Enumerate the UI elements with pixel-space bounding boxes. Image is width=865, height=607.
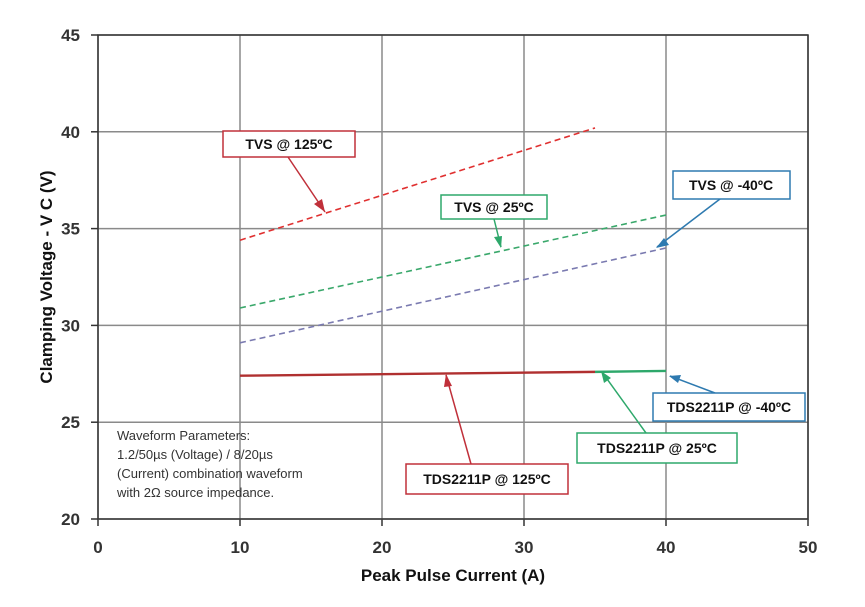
series-line-5	[594, 369, 667, 374]
callout-label: TDS2211P @ 125ºC	[423, 471, 550, 487]
y-tick-label: 25	[61, 413, 80, 432]
arrowhead-icon	[314, 199, 325, 212]
note-line-3: (Current) combination waveform	[117, 466, 303, 481]
callout-box	[405, 463, 569, 495]
y-tick-label: 20	[61, 510, 80, 529]
x-axis-title: Peak Pulse Current (A)	[361, 566, 545, 585]
callouts: TVS @ 125ºC TVS @ 25ºC TVS @ -40ºC	[222, 130, 806, 495]
x-tick-label: 30	[515, 538, 534, 557]
callout-arrow	[601, 371, 647, 434]
callout-label: TVS @ -40ºC	[689, 177, 773, 193]
tick-labels: 0 10 20 30 40 50 20 25 30 35 40 45	[61, 26, 817, 557]
note-line-4: with 2Ω source impedance.	[116, 485, 274, 500]
y-tick-label: 35	[61, 220, 80, 239]
callout-arrow	[445, 374, 472, 465]
callout-tds-m40: TDS2211P @ -40ºC	[652, 375, 806, 422]
y-axis-title: Clamping Voltage - V C (V)	[37, 170, 56, 383]
callout-arrow	[656, 198, 721, 248]
callout-tvs-125: TVS @ 125ºC	[222, 130, 356, 213]
note-line-2: 1.2/50µs (Voltage) / 8/20µs	[117, 447, 273, 462]
y-tick-label: 40	[61, 123, 80, 142]
callout-tvs-m40: TVS @ -40ºC	[656, 170, 791, 248]
y-tick-label: 30	[61, 316, 80, 335]
x-tick-label: 20	[373, 538, 392, 557]
callout-label: TDS2211P @ 25ºC	[597, 440, 717, 456]
arrowhead-icon	[669, 375, 681, 383]
callout-label: TVS @ 25ºC	[454, 199, 533, 215]
x-tick-label: 40	[657, 538, 676, 557]
plot-frame	[97, 34, 809, 520]
series	[239, 127, 667, 377]
callout-box	[652, 392, 806, 422]
callout-label: TVS @ 125ºC	[245, 136, 332, 152]
y-tick-label: 45	[61, 26, 80, 45]
series-line-3	[239, 247, 667, 344]
x-tick-label: 10	[231, 538, 250, 557]
callout-box	[576, 432, 738, 464]
x-tick-label: 0	[93, 538, 102, 557]
callout-box	[672, 170, 791, 200]
callout-tds-25: TDS2211P @ 25ºC	[576, 371, 738, 464]
series-line-4	[239, 370, 596, 377]
callout-box	[222, 130, 356, 158]
waveform-note: Waveform Parameters: 1.2/50µs (Voltage) …	[116, 428, 303, 500]
arrowhead-icon	[656, 238, 669, 248]
series-line-2	[239, 214, 667, 309]
callout-box	[440, 194, 548, 220]
callout-label: TDS2211P @ -40ºC	[667, 399, 791, 415]
arrowhead-icon	[494, 236, 502, 248]
arrowhead-icon	[601, 371, 611, 383]
callout-tvs-25: TVS @ 25ºC	[440, 194, 548, 248]
arrowhead-icon	[444, 374, 452, 387]
series-line-1	[239, 127, 596, 241]
note-line-1: Waveform Parameters:	[117, 428, 250, 443]
x-tick-label: 50	[799, 538, 818, 557]
callout-tds-125: TDS2211P @ 125ºC	[405, 374, 569, 495]
